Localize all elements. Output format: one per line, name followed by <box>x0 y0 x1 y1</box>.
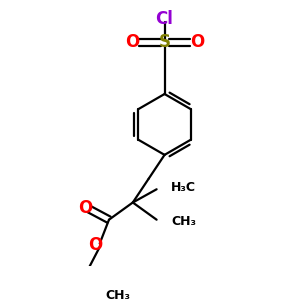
Text: H₃C: H₃C <box>171 182 196 194</box>
Text: Cl: Cl <box>156 10 173 28</box>
Text: CH₃: CH₃ <box>171 215 196 228</box>
Text: S: S <box>159 33 171 51</box>
Text: CH₃: CH₃ <box>105 290 130 300</box>
Text: O: O <box>190 33 204 51</box>
Text: O: O <box>78 199 92 217</box>
Text: O: O <box>88 236 102 254</box>
Text: O: O <box>125 33 139 51</box>
